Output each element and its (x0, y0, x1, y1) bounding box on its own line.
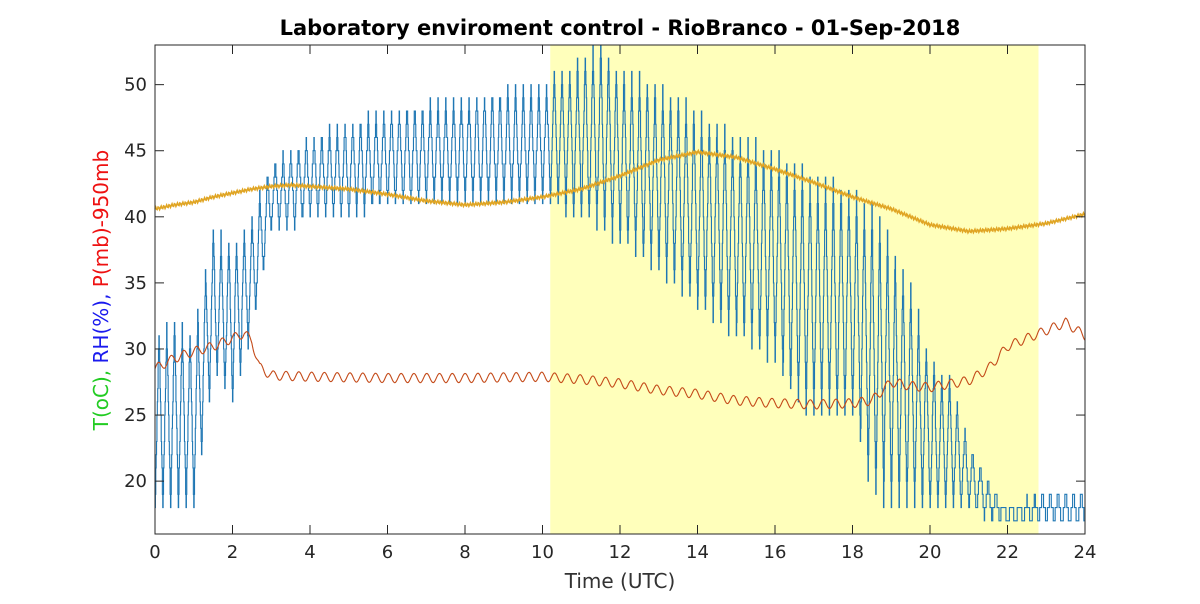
y-tick-label: 50 (124, 75, 147, 96)
x-tick-label: 8 (459, 542, 470, 563)
y-tick-label: 20 (124, 471, 147, 492)
highlight-band (550, 45, 1039, 534)
y-tick-label: 30 (124, 339, 147, 360)
x-tick-label: 24 (1074, 542, 1097, 563)
x-tick-label: 4 (304, 542, 315, 563)
y-tick-label: 25 (124, 405, 147, 426)
x-axis-label: Time (UTC) (564, 569, 676, 593)
y-tick-label: 35 (124, 273, 147, 294)
y-axis-label: T(oC), RH(%), P(mb)-950mb (89, 150, 113, 431)
x-tick-label: 20 (919, 542, 942, 563)
x-tick-label: 14 (686, 542, 709, 563)
y-tick-label: 45 (124, 141, 147, 162)
x-tick-label: 6 (382, 542, 393, 563)
x-tick-label: 18 (841, 542, 864, 563)
y-tick-label: 40 (124, 207, 147, 228)
x-tick-label: 12 (609, 542, 632, 563)
series-line-3 (154, 317, 1086, 410)
chart-title: Laboratory enviroment control - RioBranc… (280, 16, 961, 40)
series-line-1 (154, 44, 1085, 522)
x-tick-label: 22 (996, 542, 1019, 563)
series-line-2 (154, 148, 1086, 235)
x-tick-label: 16 (764, 542, 787, 563)
x-tick-label: 10 (531, 542, 554, 563)
y-label-part-2: RH(%), (89, 287, 113, 363)
x-tick-label: 2 (227, 542, 238, 563)
y-label-part-3: P(mb)-950mb (89, 150, 113, 287)
x-tick-label: 0 (149, 542, 160, 563)
y-label-part-1: T(oC), (89, 363, 113, 431)
